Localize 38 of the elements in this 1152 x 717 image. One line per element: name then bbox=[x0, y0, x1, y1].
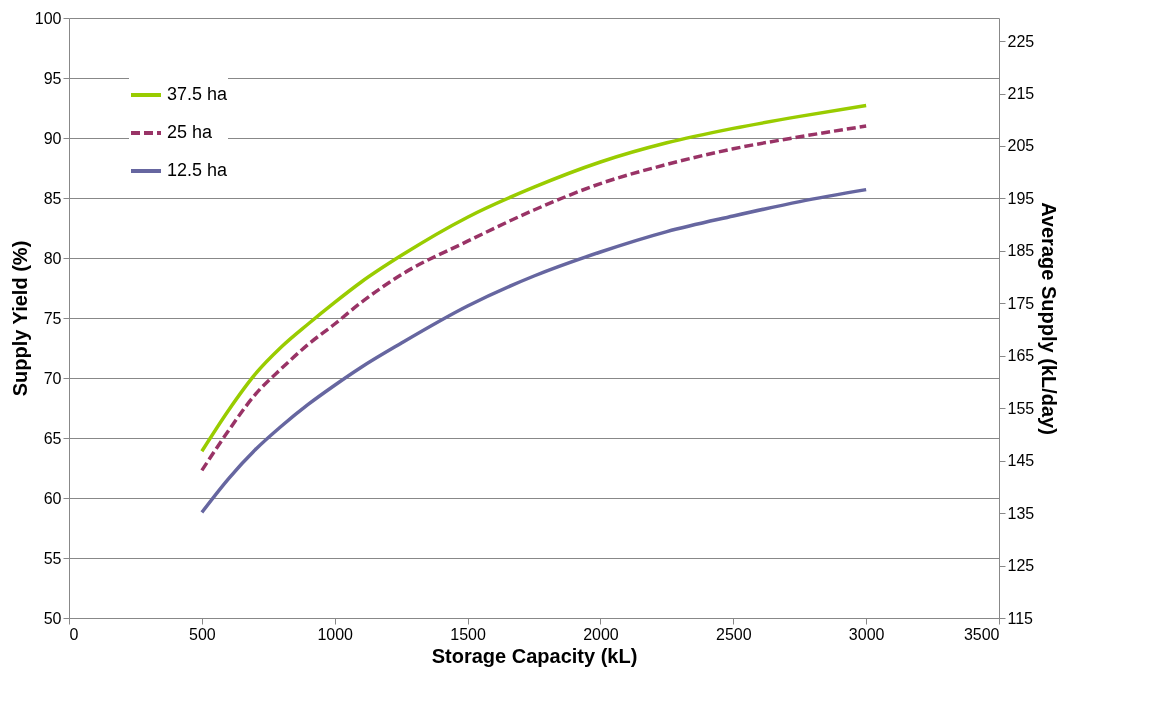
y2-tick-label: 125 bbox=[1007, 557, 1035, 575]
y2-tick-label: 215 bbox=[1007, 85, 1035, 103]
x-tick-label: 0 bbox=[69, 625, 79, 643]
legend-label: 25 ha bbox=[167, 122, 214, 142]
y-tick-label: 50 bbox=[43, 609, 62, 627]
y-tick-label: 55 bbox=[43, 549, 62, 567]
line-series bbox=[200, 187, 868, 515]
x-tick-label: 3500 bbox=[963, 625, 1000, 643]
y-tick-label: 80 bbox=[43, 249, 62, 267]
y2-tick-label: 185 bbox=[1007, 242, 1035, 260]
y-tick-label: 70 bbox=[43, 369, 62, 387]
y2-tick-label: 135 bbox=[1007, 504, 1035, 522]
y-tick-label: 90 bbox=[43, 129, 62, 147]
y2-tick-label: 165 bbox=[1007, 347, 1035, 365]
y-axis-title: Supply Yield (%) bbox=[8, 240, 31, 397]
y2-tick-label: 145 bbox=[1007, 452, 1035, 470]
legend-label: 12.5 ha bbox=[167, 160, 229, 180]
x-tick-label: 3000 bbox=[848, 625, 885, 643]
x-tick-label: 500 bbox=[189, 625, 216, 643]
x-axis-title: Storage Capacity (kL) bbox=[431, 644, 638, 667]
y2-tick-label: 195 bbox=[1007, 189, 1035, 207]
y-tick-label: 100 bbox=[34, 9, 62, 27]
y2-axis-title: Average Supply (kL/day) bbox=[1038, 202, 1061, 435]
y2-tick-label: 225 bbox=[1007, 32, 1035, 50]
x-tick-label: 2500 bbox=[715, 625, 752, 643]
y-tick-label: 60 bbox=[43, 489, 62, 507]
y2-tick-label: 175 bbox=[1007, 294, 1035, 312]
y-tick-label: 85 bbox=[43, 189, 62, 207]
y-tick-label: 95 bbox=[43, 69, 62, 87]
x-tick-label: 1000 bbox=[317, 625, 354, 643]
legend-label: 37.5 ha bbox=[167, 84, 229, 104]
x-tick-label: 2000 bbox=[583, 625, 619, 643]
y-tick-label: 65 bbox=[43, 429, 62, 447]
y2-tick-label: 155 bbox=[1007, 399, 1035, 417]
x-tick-label: 1500 bbox=[450, 625, 486, 643]
y2-tick-label: 115 bbox=[1007, 609, 1034, 627]
y-tick-label: 75 bbox=[43, 309, 62, 327]
y2-tick-label: 205 bbox=[1007, 137, 1035, 155]
